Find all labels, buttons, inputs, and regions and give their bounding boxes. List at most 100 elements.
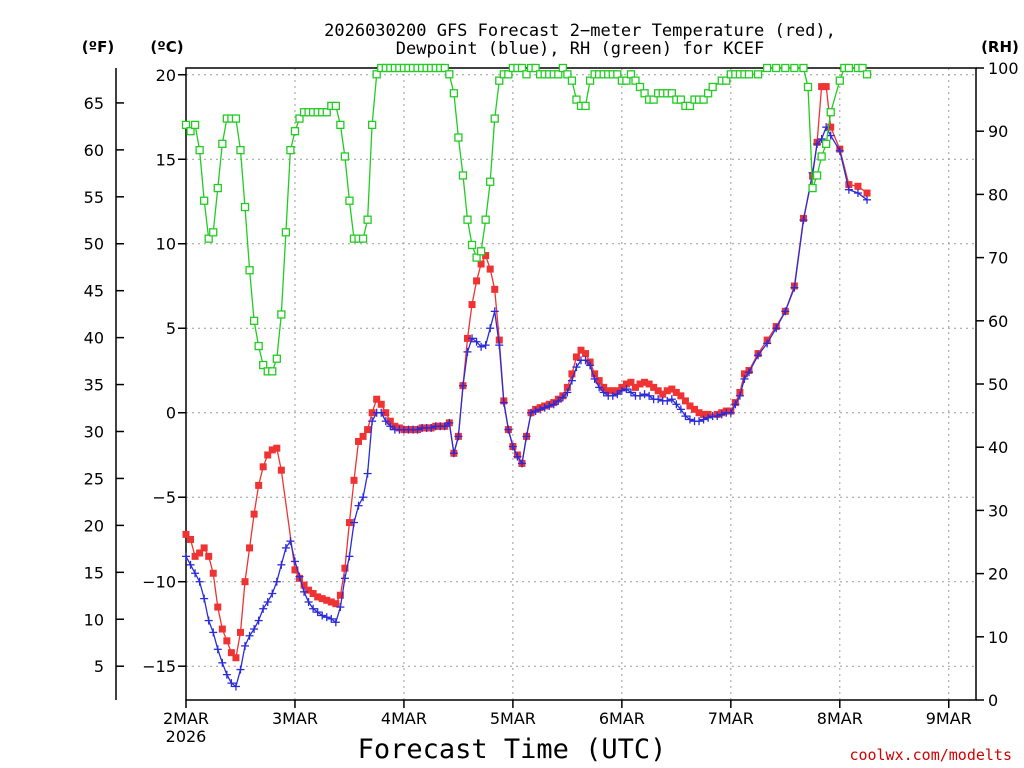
- data-series: [181, 63, 872, 691]
- temperature-point: [568, 370, 576, 378]
- rh-point: [667, 89, 676, 98]
- dewpoint-point: [835, 146, 844, 155]
- dewpoint-point: [581, 356, 590, 365]
- dewpoint-point: [558, 393, 567, 402]
- rh-tick-label: 10: [988, 628, 1008, 647]
- dewpoint-point: [272, 577, 281, 586]
- rh-point: [363, 215, 372, 224]
- rh-point: [635, 82, 645, 92]
- temperature-point: [364, 426, 372, 434]
- temperature-point: [377, 400, 385, 408]
- temperature-point: [345, 519, 353, 527]
- rh-point: [744, 70, 754, 79]
- dewpoint-point: [713, 412, 722, 421]
- c-tick-label: 20: [156, 66, 176, 85]
- c-tick-label: 5: [166, 319, 176, 338]
- x-tick-label: 7MAR: [708, 709, 754, 728]
- rh-point: [649, 95, 658, 104]
- f-tick-label: 15: [84, 563, 104, 582]
- temperature-point: [477, 260, 485, 268]
- rh-point: [213, 183, 222, 193]
- dewpoint-point: [853, 189, 862, 198]
- dewpoint-point: [195, 577, 204, 586]
- temperature-point: [187, 535, 195, 543]
- rh-point: [231, 114, 241, 123]
- dewpoint-point: [499, 398, 508, 407]
- temperature-point: [491, 285, 499, 293]
- temperature-point: [700, 410, 708, 418]
- rh-point: [522, 70, 531, 79]
- dewpoint-point: [295, 572, 304, 581]
- f-tick-label: 10: [84, 610, 104, 629]
- dewpoint-point: [567, 376, 576, 385]
- celsius-axis: −15 −10 −5 0 5 10 15 20: [142, 66, 186, 676]
- rh-point: [286, 146, 295, 155]
- temperature-point: [604, 387, 612, 395]
- temperature-point: [463, 334, 471, 342]
- rh-point: [367, 120, 377, 130]
- temperature-point: [336, 591, 344, 599]
- dewpoint-point: [445, 418, 454, 427]
- rh-point: [703, 89, 713, 98]
- temperature-point: [264, 451, 272, 459]
- rh-unit-label: (RH): [981, 38, 1019, 56]
- rh-point: [454, 133, 463, 142]
- plot-frame: [185, 67, 977, 701]
- dewpoint-point: [844, 185, 853, 194]
- dewpoint-point: [481, 341, 490, 350]
- dewpoint-point: [772, 324, 781, 333]
- dewpoint-point: [427, 423, 436, 432]
- rh-point: [372, 70, 381, 79]
- dewpoint-point: [490, 307, 499, 316]
- dewpoint-point: [368, 417, 377, 426]
- rh-point: [281, 228, 291, 237]
- temperature-point: [191, 552, 199, 560]
- dewpoint-point: [354, 501, 363, 510]
- dewpoint-point: [599, 388, 608, 397]
- rh-tick-label: 90: [988, 122, 1008, 141]
- c-tick-label: −5: [152, 488, 176, 507]
- temperature-point: [468, 301, 476, 309]
- rh-point: [762, 63, 772, 73]
- dewpoint-point: [545, 401, 554, 410]
- rh-point: [449, 89, 459, 98]
- dewpoint-point: [640, 390, 649, 399]
- chart-title-line-2: Dewpoint (blue), RH (green) for KCEF: [396, 39, 764, 59]
- dewpoint-point: [608, 391, 617, 400]
- rh-point: [472, 253, 481, 262]
- temperature-point: [386, 417, 394, 425]
- x-tick-label: 8MAR: [817, 709, 863, 728]
- dewpoint-point: [318, 611, 327, 620]
- rh-point: [753, 70, 763, 79]
- dewpoint-point: [250, 625, 259, 634]
- rh-point: [572, 95, 581, 104]
- rh-point: [340, 152, 350, 161]
- x-tick-label: 6MAR: [599, 709, 645, 728]
- c-tick-label: −10: [142, 573, 176, 592]
- temperature-point: [218, 625, 226, 633]
- dewpoint-point: [531, 407, 540, 416]
- dewpoint-point: [735, 391, 744, 400]
- rh-point: [186, 127, 195, 136]
- dewpoint-point: [304, 597, 313, 606]
- rh-tick-label: 0: [988, 691, 998, 710]
- dewpoint-point: [645, 391, 654, 400]
- temperature-point: [196, 549, 204, 557]
- temperature-point: [600, 383, 608, 391]
- rh-point: [626, 70, 636, 79]
- temperature-point: [268, 446, 276, 454]
- series-rh: [181, 63, 872, 376]
- rh-tick-label: 100: [988, 59, 1019, 78]
- temperature-point: [641, 378, 649, 386]
- rh-point: [504, 70, 513, 79]
- temperature-point: [255, 481, 263, 489]
- temperature-point: [350, 476, 358, 484]
- rh-point: [722, 76, 731, 85]
- dewpoint-point: [268, 589, 277, 598]
- dewpoint-point: [191, 569, 200, 578]
- rh-point: [799, 63, 808, 73]
- temperature-point: [663, 387, 671, 395]
- temperature-point: [645, 380, 653, 388]
- rh-point: [458, 171, 468, 180]
